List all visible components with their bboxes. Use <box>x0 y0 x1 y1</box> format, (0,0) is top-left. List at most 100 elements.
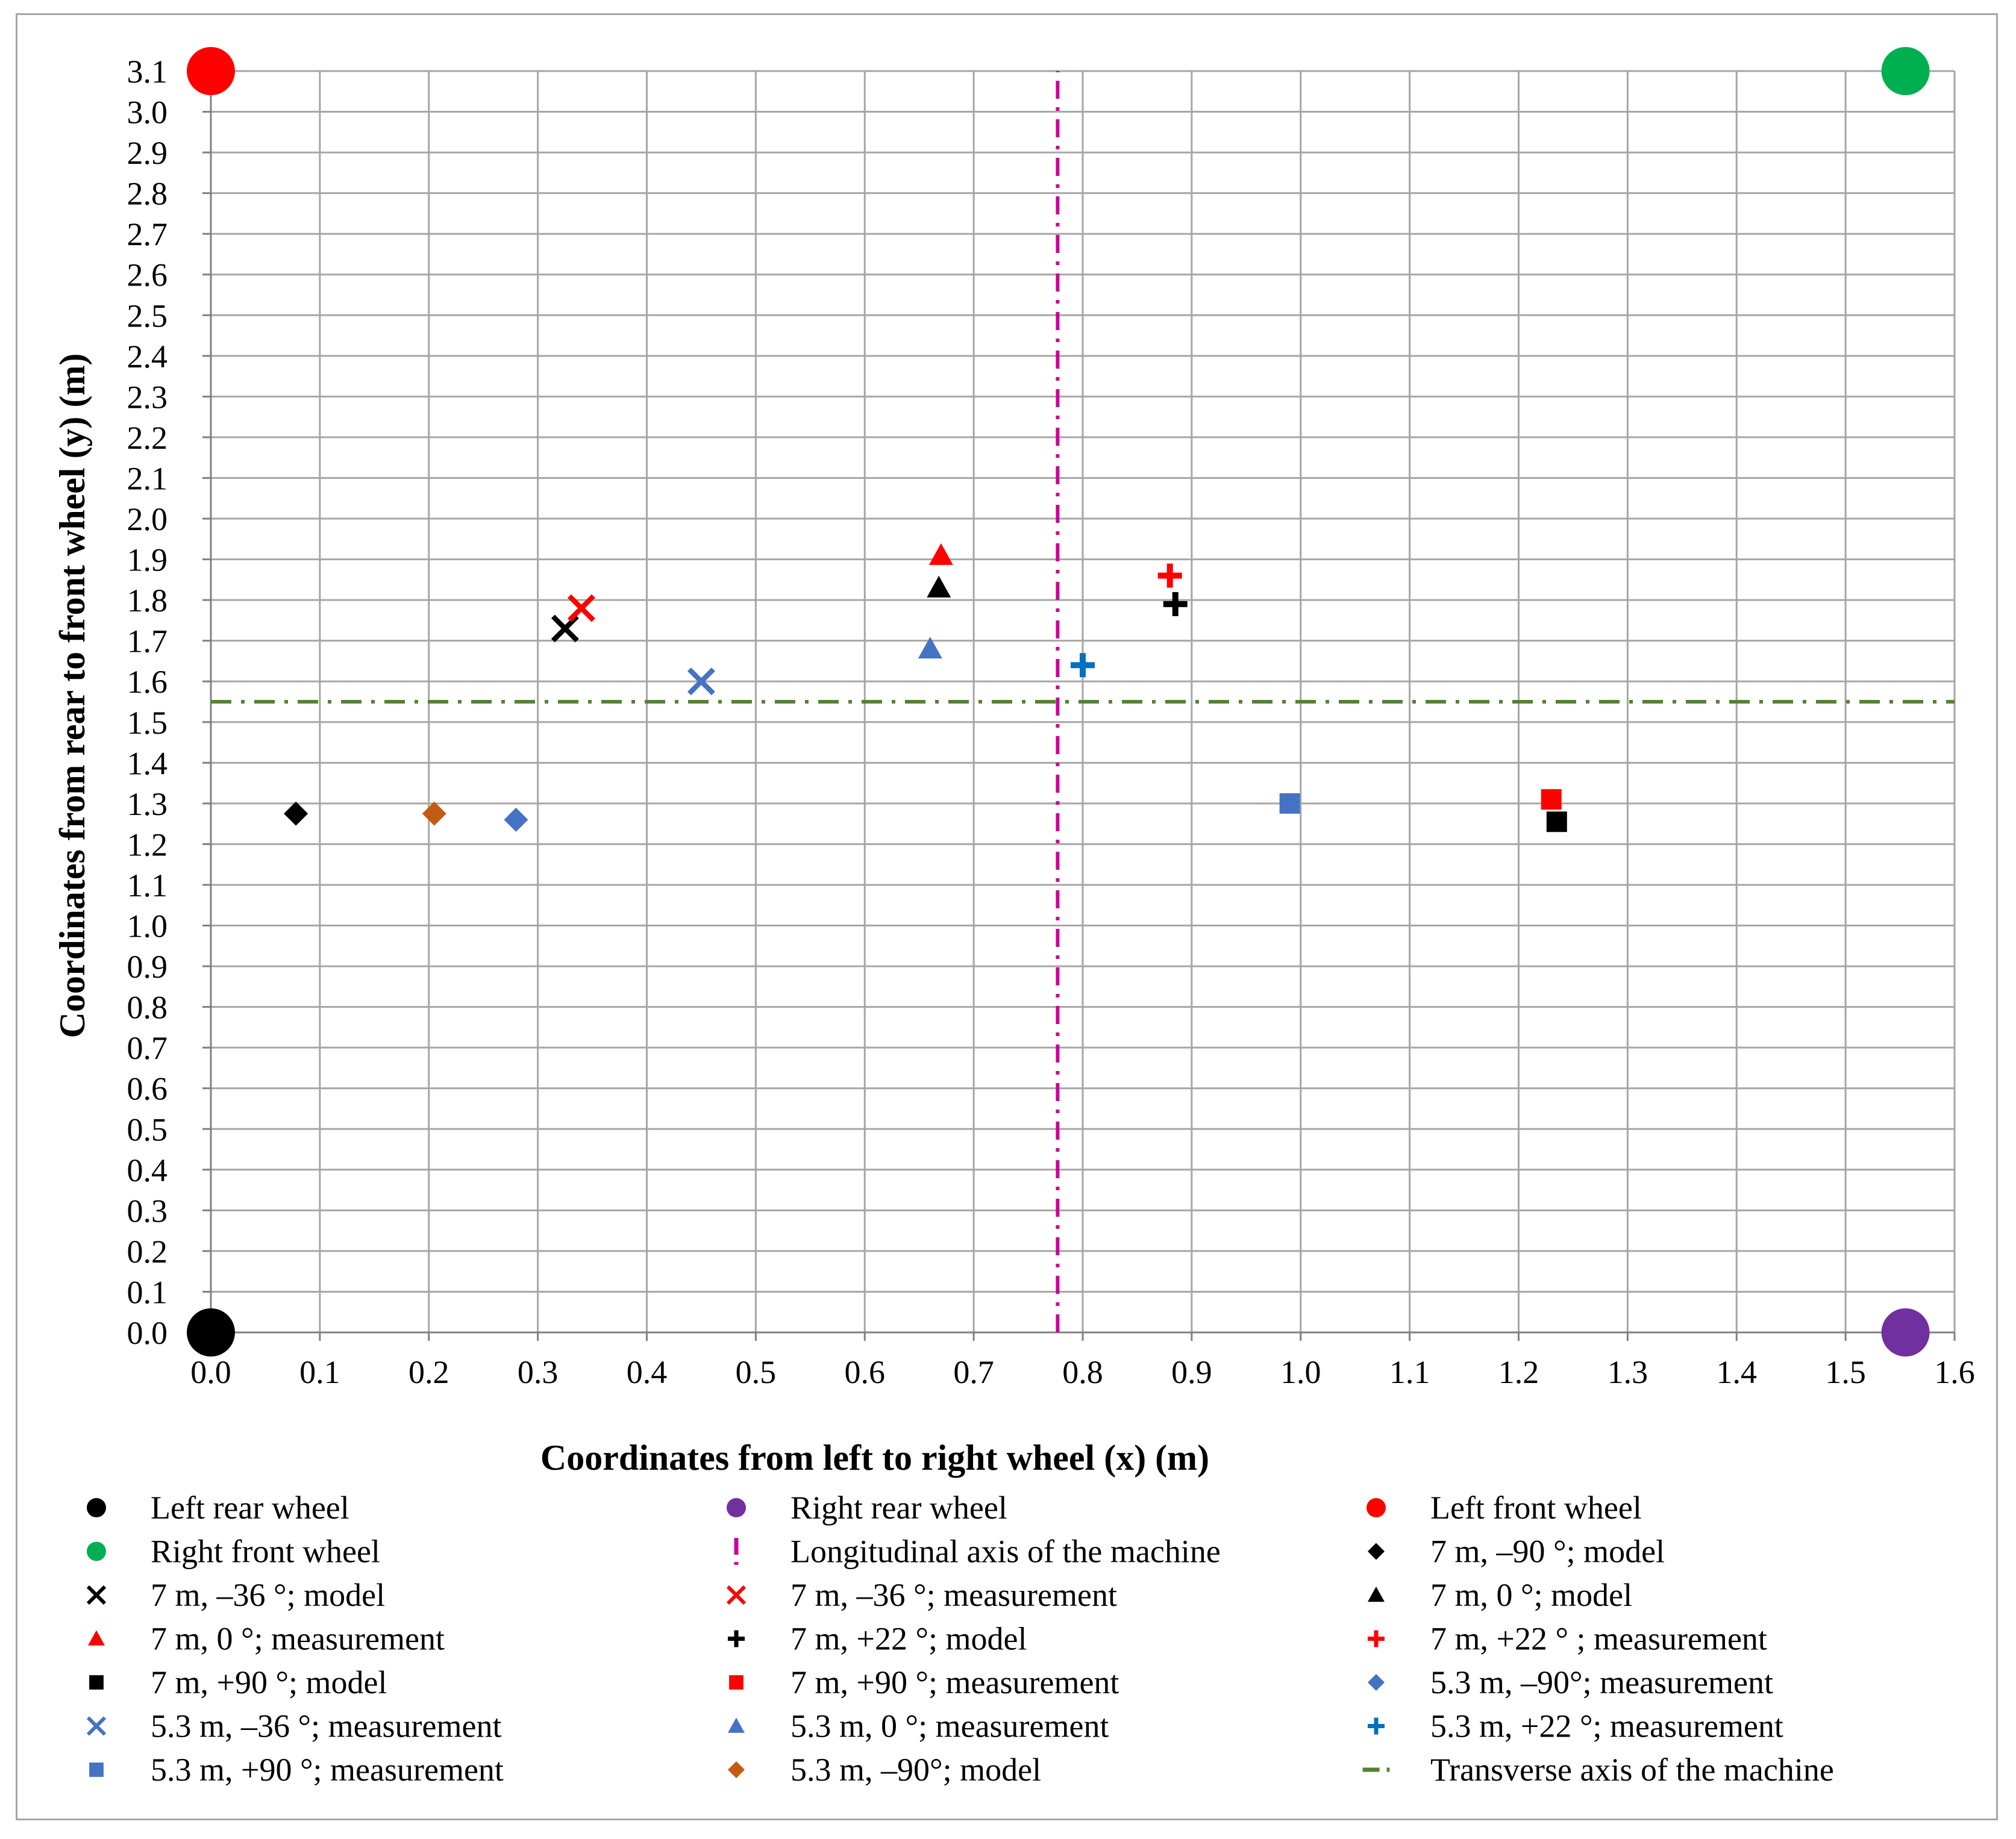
right-rear-wheel-point <box>1881 1308 1930 1357</box>
y-tick-label: 2.8 <box>127 176 168 212</box>
legend-marker <box>89 1675 104 1690</box>
5-3-m-90-measurement-point <box>504 807 528 832</box>
5-3-m-22-measurement-point <box>1071 653 1095 678</box>
y-tick-label: 2.5 <box>127 298 168 334</box>
y-tick-label: 1.1 <box>127 867 168 904</box>
legend-marker-stroke-b <box>726 1585 747 1605</box>
legend-item: 7 m, –36 °; model <box>86 1577 385 1613</box>
legend-marker-shape <box>87 1498 106 1517</box>
legend-item: Transverse axis of the machine <box>1362 1752 1834 1788</box>
x-tick-label: 0.1 <box>299 1354 340 1390</box>
legend-marker <box>727 1498 746 1517</box>
5-3-m-36-measurement-point-stroke-b <box>687 667 715 696</box>
x-tick-label: 0.0 <box>190 1354 231 1390</box>
legend-marker <box>86 1716 107 1736</box>
legend-marker-shape <box>1368 1543 1385 1560</box>
legend-marker-shape <box>728 1717 745 1733</box>
5-3-m-0-measurement-point-shape <box>918 637 942 659</box>
legend-item: 7 m, –90 °; model <box>1368 1534 1665 1570</box>
right-front-wheel-point-shape <box>1881 47 1930 95</box>
legend-label: 7 m, 0 °; measurement <box>151 1621 445 1657</box>
legend-marker-shape <box>89 1763 104 1777</box>
y-tick-label: 1.4 <box>127 745 168 781</box>
legend-label: 7 m, +90 °; model <box>151 1664 387 1700</box>
legend-marker-shape <box>1368 1674 1385 1691</box>
7-m-90-model-point <box>284 801 308 826</box>
y-tick-label: 1.8 <box>127 582 168 619</box>
y-tick-label: 3.1 <box>127 54 168 90</box>
legend-item: Right front wheel <box>87 1534 380 1570</box>
legend-label: 7 m, –36 °; measurement <box>790 1577 1117 1613</box>
legend-label: 5.3 m, +22 °; measurement <box>1430 1708 1783 1744</box>
legend-marker <box>88 1630 105 1646</box>
legend-marker-shape <box>88 1630 105 1646</box>
y-tick-label: 2.0 <box>127 501 168 537</box>
legend-label: Left front wheel <box>1430 1490 1642 1526</box>
y-axis-title: Coordinates from rear to front wheel (y)… <box>52 354 92 1038</box>
y-tick-label: 0.0 <box>127 1315 168 1351</box>
y-tick-label: 1.0 <box>127 908 168 944</box>
legend-item: Longitudinal axis of the machine <box>734 1534 1221 1570</box>
legend-label: Right rear wheel <box>790 1490 1007 1526</box>
7-m-90-model-point-shape <box>284 801 308 826</box>
legend-item: 5.3 m, –90°; model <box>728 1752 1041 1788</box>
5-3-m-0-measurement-point <box>918 637 942 659</box>
legend-marker-shape <box>1368 1587 1385 1602</box>
legend-marker <box>87 1541 106 1561</box>
7-m-0-measurement-point <box>928 543 953 565</box>
left-front-wheel-point-shape <box>187 47 235 95</box>
x-axis-title: Coordinates from left to right wheel (x)… <box>540 1438 1209 1478</box>
5-3-m-90-model-point-shape <box>422 801 446 826</box>
x-tick-label: 0.8 <box>1062 1354 1103 1390</box>
legend-label: Longitudinal axis of the machine <box>790 1534 1221 1570</box>
legend: Left rear wheel Right rear wheel Left fron… <box>86 1490 1834 1788</box>
legend-marker-shape <box>1366 1498 1386 1517</box>
legend-marker <box>89 1763 104 1777</box>
legend-label: Right front wheel <box>151 1534 380 1570</box>
y-tick-label: 0.7 <box>127 1030 168 1066</box>
legend-label: 5.3 m, –90°; model <box>790 1752 1041 1788</box>
left-front-wheel-point <box>187 47 235 95</box>
y-tick-label: 0.6 <box>127 1071 168 1107</box>
y-tick-label: 2.9 <box>127 135 168 171</box>
5-3-m-90-measurement-point <box>1279 793 1300 814</box>
7-m-36-measurement-point-stroke-b <box>568 594 595 622</box>
right-rear-wheel-point-shape <box>1881 1308 1930 1357</box>
x-tick-label: 1.4 <box>1717 1354 1758 1390</box>
legend-item: Right rear wheel <box>727 1490 1007 1526</box>
x-tick-label: 0.9 <box>1171 1354 1212 1390</box>
x-tick-label: 0.2 <box>409 1354 449 1390</box>
legend-marker-stroke-b <box>86 1585 107 1605</box>
7-m-90-measurement-point <box>1541 789 1562 810</box>
axis-lines <box>211 71 1955 1332</box>
legend-marker-shape <box>727 1498 746 1517</box>
legend-marker-shape <box>729 1675 743 1690</box>
legend-label: 5.3 m, 0 °; measurement <box>790 1708 1109 1744</box>
y-tick-label: 0.4 <box>127 1152 168 1188</box>
x-tick-label: 0.7 <box>953 1354 994 1390</box>
x-tick-label: 0.4 <box>627 1354 668 1390</box>
y-tick-label: 0.1 <box>127 1274 168 1310</box>
legend-marker <box>728 1630 745 1647</box>
x-tick-label: 0.5 <box>736 1354 777 1390</box>
x-tick-label: 1.2 <box>1498 1354 1539 1390</box>
5-3-m-90-measurement-point-shape <box>504 807 528 832</box>
legend-label: 7 m, +90 °; measurement <box>790 1664 1119 1700</box>
legend-marker <box>728 1761 745 1778</box>
7-m-36-measurement-point <box>568 594 595 622</box>
legend-item: 7 m, +22 °; model <box>728 1621 1027 1657</box>
y-tick-label: 2.2 <box>127 420 168 456</box>
y-tick-label: 0.5 <box>127 1111 168 1147</box>
legend-item: Left front wheel <box>1366 1490 1642 1526</box>
x-tick-label: 1.6 <box>1934 1354 1975 1390</box>
legend-label: 7 m, 0 °; model <box>1430 1577 1632 1613</box>
legend-marker <box>1368 1717 1385 1735</box>
legend-marker <box>1368 1630 1385 1647</box>
legend-label: Left rear wheel <box>151 1490 349 1526</box>
y-tick-label: 2.1 <box>127 460 168 496</box>
legend-label: 5.3 m, –36 °; measurement <box>151 1708 501 1744</box>
legend-marker-shape <box>89 1675 104 1690</box>
legend-marker-shape <box>728 1761 745 1778</box>
7-m-36-model-point-stroke-b <box>551 614 579 643</box>
7-m-36-model-point <box>551 614 579 643</box>
